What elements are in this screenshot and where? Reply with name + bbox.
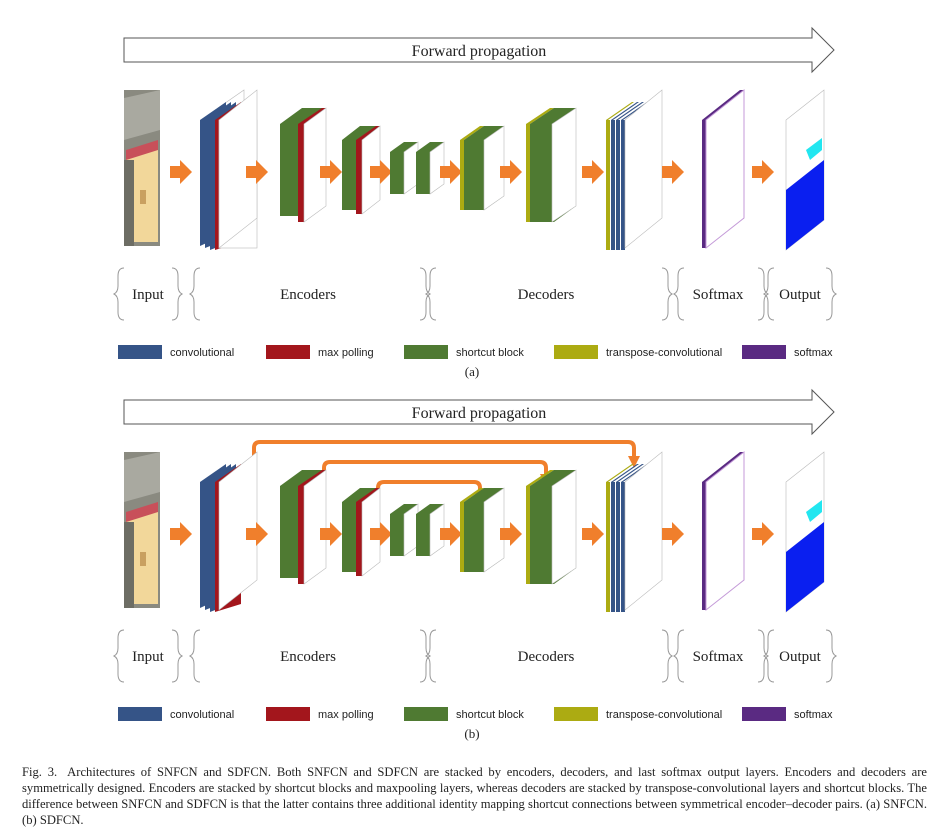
flow-arrow <box>440 160 462 184</box>
output-label: Output <box>779 287 822 303</box>
softmax-label: Softmax <box>693 649 744 665</box>
skip-connections <box>252 440 640 504</box>
legend-label-maxpool: max polling <box>318 347 374 359</box>
legend-label-softmax: softmax <box>794 347 833 359</box>
output-map <box>785 89 825 251</box>
network-diagram <box>124 88 825 251</box>
legend-label-transpose: transpose-convolutional <box>606 347 722 359</box>
legend: convolutional max polling shortcut block… <box>118 707 833 721</box>
encoder-block-2 <box>342 125 381 215</box>
flow-arrow <box>500 522 522 546</box>
skip-connection-inner <box>376 480 486 504</box>
legend-label-softmax: softmax <box>794 709 833 721</box>
flow-arrow <box>662 160 684 184</box>
caption-text: Architectures of SNFCN and SDFCN. Both S… <box>22 765 927 827</box>
panel-label-b: (b) <box>464 726 479 741</box>
softmax-layer <box>702 450 745 612</box>
flow-arrow <box>582 522 604 546</box>
flow-arrow <box>582 160 604 184</box>
legend-label-transpose: transpose-convolutional <box>606 709 722 721</box>
forward-label: Forward propagation <box>412 405 547 422</box>
conv-stack-1 <box>200 451 258 612</box>
flow-arrow <box>246 160 268 184</box>
legend: convolutional max polling shortcut block… <box>118 345 833 359</box>
output-map <box>785 451 825 613</box>
skip-connection-middle <box>322 460 552 486</box>
architecture-figure: Forward propagation <box>112 26 838 741</box>
input-image <box>124 452 160 608</box>
softmax-label: Softmax <box>693 287 744 303</box>
encoders-label: Encoders <box>280 649 336 665</box>
flow-arrow <box>370 522 392 546</box>
input-label: Input <box>132 649 164 665</box>
encoder-block-1 <box>280 107 327 223</box>
panel-label-a: (a) <box>465 364 479 379</box>
conv-stack-1 <box>200 89 258 250</box>
legend-swatch-softmax <box>742 345 786 359</box>
softmax-layer <box>702 88 745 250</box>
encoders-label: Encoders <box>280 287 336 303</box>
stage-labels: Input Encoders Decoders Softmax Output <box>112 267 838 321</box>
legend-swatch-convolutional <box>118 707 162 721</box>
input-image <box>124 90 160 246</box>
flow-arrow <box>370 160 392 184</box>
conv-stack-2 <box>606 451 663 612</box>
forward-arrow: Forward propagation <box>123 26 835 74</box>
flow-arrow <box>752 160 774 184</box>
legend-swatch-shortcut <box>404 707 448 721</box>
decoders-label: Decoders <box>518 287 575 303</box>
decoder-block-2 <box>526 107 577 223</box>
flow-arrow <box>170 160 192 184</box>
output-label: Output <box>779 649 822 665</box>
figure-caption: Fig. 3. Architectures of SNFCN and SDFCN.… <box>22 764 927 828</box>
encoder-block-3 <box>390 503 445 557</box>
flow-arrow <box>246 522 268 546</box>
encoder-block-1 <box>280 469 327 585</box>
legend-swatch-shortcut <box>404 345 448 359</box>
encoder-block-3 <box>390 141 445 195</box>
legend-label-shortcut: shortcut block <box>456 709 524 721</box>
legend-label-shortcut: shortcut block <box>456 347 524 359</box>
network-diagram <box>124 450 825 613</box>
flow-arrow <box>662 522 684 546</box>
panel-a: Forward propagation <box>112 26 838 379</box>
legend-swatch-maxpool <box>266 345 310 359</box>
flow-arrow <box>320 160 342 184</box>
legend-swatch-softmax <box>742 707 786 721</box>
panel-b: Forward propagation <box>112 388 838 741</box>
forward-arrow: Forward propagation <box>123 388 835 436</box>
legend-swatch-transpose <box>554 345 598 359</box>
decoder-block-1 <box>460 125 505 211</box>
stage-labels: Input Encoders Decoders Softmax Output <box>112 629 838 683</box>
legend-label-maxpool: max polling <box>318 709 374 721</box>
figure-number: Fig. 3. <box>22 765 58 779</box>
legend-swatch-transpose <box>554 707 598 721</box>
legend-label-convolutional: convolutional <box>170 709 234 721</box>
forward-label: Forward propagation <box>412 43 547 60</box>
decoder-block-2 <box>526 469 577 585</box>
skip-connection-outer <box>252 440 640 468</box>
flow-arrow <box>320 522 342 546</box>
flow-arrow <box>440 522 462 546</box>
decoder-block-1 <box>460 487 505 573</box>
conv-stack-2 <box>606 89 663 250</box>
legend-swatch-convolutional <box>118 345 162 359</box>
legend-label-convolutional: convolutional <box>170 347 234 359</box>
flow-arrow <box>500 160 522 184</box>
flow-arrow <box>752 522 774 546</box>
decoders-label: Decoders <box>518 649 575 665</box>
input-label: Input <box>132 287 164 303</box>
legend-swatch-maxpool <box>266 707 310 721</box>
flow-arrow <box>170 522 192 546</box>
